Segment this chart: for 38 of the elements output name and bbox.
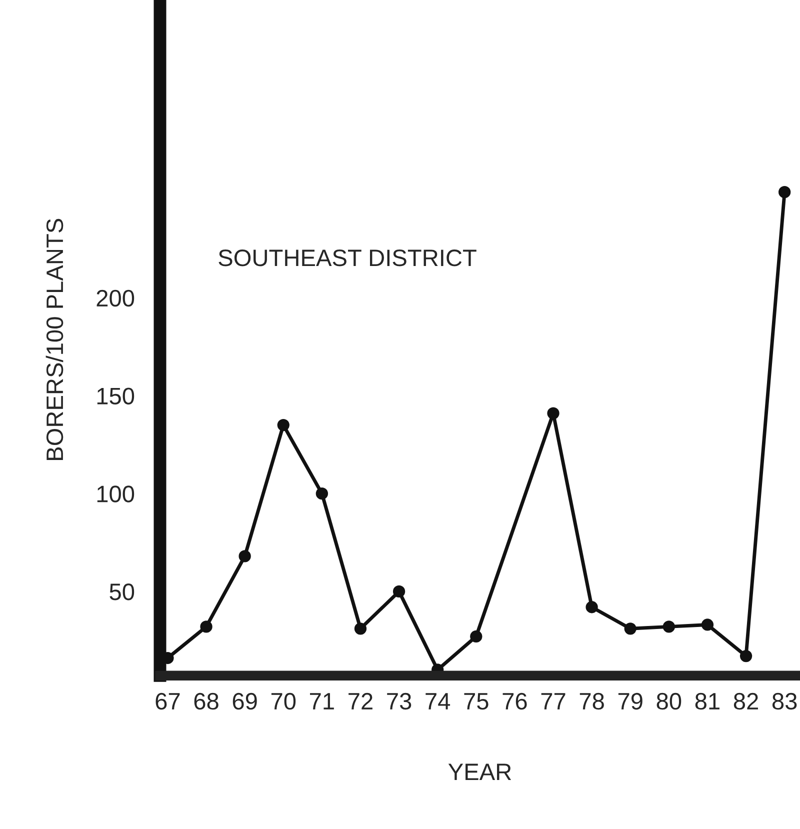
y-tick-label: 200 — [96, 290, 134, 307]
x-tick-label: 74 — [426, 693, 450, 710]
x-tick-label: 70 — [271, 692, 296, 710]
point — [470, 630, 482, 643]
point — [778, 186, 791, 198]
point — [238, 550, 251, 562]
text: SOUTHEAST DISTRICT — [218, 250, 476, 266]
x-tick-label: 83 — [772, 692, 797, 710]
x-tick-label: 81 — [695, 692, 720, 710]
point — [624, 622, 636, 635]
x-tick-label: 71 — [310, 693, 334, 710]
x-tick-label: 77 — [541, 693, 566, 710]
point — [354, 622, 367, 635]
x-tick-label: 82 — [734, 692, 758, 710]
x-tick-label: 69 — [232, 692, 257, 710]
point — [586, 601, 598, 614]
x-tick-label: 78 — [580, 692, 604, 710]
point — [740, 650, 752, 662]
x-tick-label: 75 — [464, 693, 488, 710]
x-tick-label: 68 — [194, 692, 218, 710]
point — [701, 618, 714, 631]
point — [547, 407, 560, 420]
point — [200, 620, 212, 633]
x-tick-label: 80 — [656, 692, 682, 710]
y-tick-label: 100 — [97, 486, 134, 502]
point — [392, 585, 406, 598]
x-axis-title: YEAR — [448, 764, 512, 780]
y-axis-title: BORERS/100 PLANTS — [46, 218, 64, 460]
point — [277, 418, 290, 432]
x-tick-label: 72 — [348, 692, 372, 710]
x-tick-label: 73 — [387, 692, 412, 710]
y-tick-label: 150 — [97, 388, 134, 404]
point — [316, 487, 328, 500]
y-tick-label: 50 — [110, 584, 134, 600]
point — [662, 620, 675, 633]
x-tick-label: 67 — [156, 692, 180, 710]
x-tick-label: 79 — [618, 692, 642, 710]
x-tick-label: 76 — [502, 692, 527, 710]
